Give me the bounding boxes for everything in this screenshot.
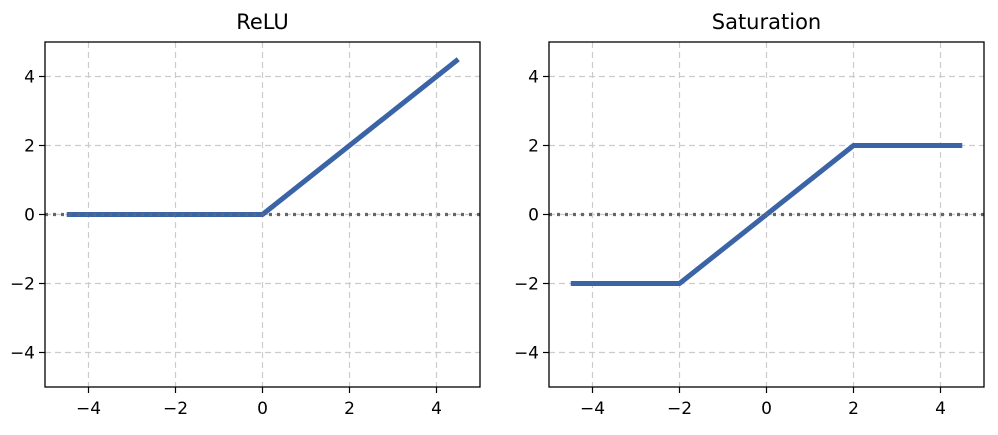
x-tick-label: 4 (935, 399, 946, 419)
y-tick-label: 4 (528, 68, 539, 88)
y-tick-label: 4 (24, 68, 35, 88)
y-tick-label: 0 (528, 206, 539, 226)
x-tick-label: 2 (848, 399, 859, 419)
x-tick-label: 0 (761, 399, 772, 419)
chart-panel-saturation: −4 −2 0 2 4 −4 −2 0 2 4 Saturation (514, 10, 985, 419)
y-tick-label: −2 (514, 275, 539, 295)
x-tick-label: −4 (76, 399, 101, 419)
y-tick-label: 0 (24, 206, 35, 226)
y-tick-label: −2 (10, 275, 35, 295)
x-tick-label: −4 (580, 399, 605, 419)
x-tick-label: −2 (163, 399, 188, 419)
y-tick-label: 2 (24, 137, 35, 157)
y-tick-label: 2 (528, 137, 539, 157)
x-tick-label: 4 (431, 399, 442, 419)
x-tick-label: 0 (257, 399, 268, 419)
chart-panel-relu: −4 −2 0 2 4 −4 −2 0 2 4 ReLU (10, 10, 481, 419)
x-tick-label: −2 (667, 399, 692, 419)
y-tick-label: −4 (10, 344, 35, 364)
x-tick-label: 2 (344, 399, 355, 419)
chart-title: ReLU (236, 10, 289, 34)
chart-title: Saturation (712, 10, 821, 34)
y-tick-label: −4 (514, 344, 539, 364)
